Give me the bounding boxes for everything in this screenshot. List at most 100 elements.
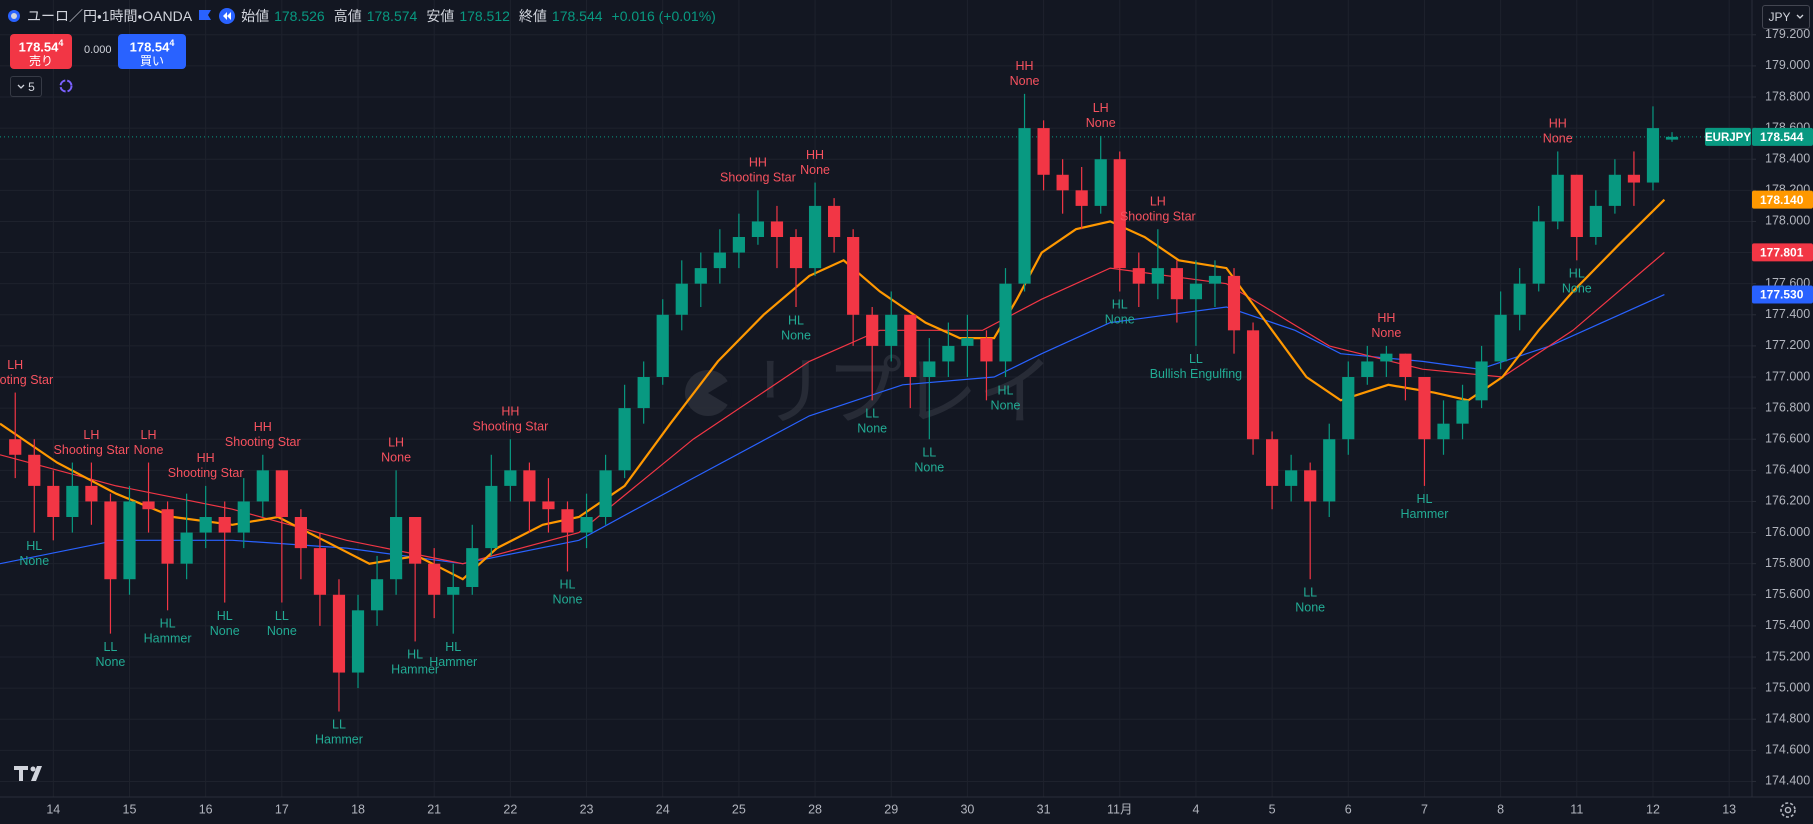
chevron-icon — [1796, 14, 1803, 19]
y-tick-label: 177.200 — [1765, 338, 1810, 352]
pattern-label: None — [267, 624, 297, 638]
x-tick-label: 5 — [1269, 802, 1276, 816]
symbol-name[interactable]: ユーロ／円・1時間・OANDA — [27, 8, 193, 24]
candle-body — [9, 439, 22, 455]
x-tick-label: 25 — [732, 802, 746, 816]
candle-body — [1437, 423, 1450, 440]
pivot-label: LH — [1150, 195, 1166, 209]
price-tag — [1752, 243, 1813, 262]
replay-icon[interactable] — [218, 7, 236, 25]
candle-body — [66, 485, 79, 517]
pivot-label: HL — [26, 539, 42, 553]
buy-price: 178.54 — [129, 39, 170, 55]
tv-logo-part — [30, 766, 36, 772]
candle-body — [1646, 128, 1660, 183]
candle-body — [1094, 159, 1107, 206]
candle-body — [104, 501, 117, 580]
candle-body — [351, 610, 365, 673]
pattern-label: Shooting Star — [720, 171, 796, 185]
candle-body — [1608, 174, 1621, 206]
pattern-label: Shooting Star — [225, 435, 301, 449]
pattern-label: None — [134, 443, 164, 457]
candle-body — [866, 314, 879, 346]
candle-body — [885, 314, 898, 346]
candle-body — [1285, 470, 1298, 486]
candle-body — [1513, 283, 1526, 315]
y-tick-label: 178.000 — [1765, 214, 1810, 228]
candle-body — [218, 517, 231, 533]
ohlc-value: 178.544 — [551, 8, 603, 24]
candle-body — [294, 517, 307, 549]
pivot-label: HL — [1569, 267, 1585, 281]
currency-button[interactable]: JPY — [1762, 5, 1810, 29]
y-tick-label: 177.400 — [1765, 307, 1810, 321]
x-tick-label: 16 — [199, 802, 213, 816]
candle-body — [789, 237, 803, 269]
flag-icon[interactable] — [197, 9, 213, 23]
candle-body — [923, 361, 936, 377]
sell-price: 178.54 — [18, 39, 59, 55]
grid-layer — [0, 0, 1752, 797]
candle-body — [1532, 221, 1545, 284]
pattern-label: Shooting Star — [168, 466, 244, 480]
sync-ring — [59, 79, 73, 93]
candle-body — [808, 205, 822, 269]
axis-layer: 174.400 174.600 174.800 175.000 175.200 175.4… — [46, 27, 1810, 816]
chevron — [1796, 14, 1803, 19]
candle-body — [542, 501, 555, 510]
candle-body — [1494, 314, 1507, 362]
y-tick-label: 176.800 — [1765, 400, 1810, 414]
pattern-label: None — [381, 451, 411, 465]
buy-pip: 4 — [169, 38, 175, 48]
candle-body — [1361, 361, 1374, 377]
candle-body — [1551, 174, 1564, 222]
candle-body — [694, 268, 707, 284]
pivot-label: LL — [332, 718, 346, 732]
settings-icon[interactable] — [1780, 802, 1796, 818]
pattern-label: Shooting Star — [0, 373, 53, 387]
ma-line — [0, 294, 1665, 565]
candle-body — [1323, 439, 1336, 502]
change-value: +0.016 (+0.01%) — [611, 8, 716, 24]
tv-logo — [14, 766, 42, 781]
y-tick-label: 176.200 — [1765, 494, 1810, 508]
candle-body — [847, 237, 860, 315]
candle-body — [1570, 174, 1583, 237]
pattern-label: None — [1562, 282, 1592, 296]
pivot-label: HH — [254, 420, 272, 434]
buy-label: 買い — [139, 54, 164, 69]
pivot-label: HH — [806, 148, 824, 162]
candle-body — [428, 563, 441, 595]
y-tick-label: 176.400 — [1765, 463, 1810, 477]
price-tag — [1752, 285, 1813, 304]
x-tick-label: 6 — [1345, 802, 1352, 816]
pivot-label: HL — [407, 648, 423, 662]
pattern-label: None — [1295, 601, 1325, 615]
pivot-label: HL — [445, 640, 461, 654]
x-tick-label: 29 — [884, 802, 898, 816]
x-tick-label: 31 — [1037, 802, 1051, 816]
candle-body — [1189, 283, 1203, 300]
pivot-label: HH — [1549, 117, 1567, 131]
pattern-label: None — [914, 461, 944, 475]
pivot-label: LH — [7, 358, 23, 372]
candle-body — [1627, 174, 1641, 183]
sync-icon[interactable] — [58, 78, 74, 94]
indicator-toggle[interactable]: 5 — [10, 76, 42, 97]
candle-body — [770, 221, 784, 237]
pattern-label: None — [1543, 132, 1573, 146]
price-tag — [1752, 127, 1813, 146]
pattern-label: Hammer — [1400, 507, 1448, 521]
pivot-label: LH — [1093, 101, 1109, 115]
sell-button[interactable]: 178.544 売り — [10, 34, 72, 69]
tv-logo-part — [14, 766, 28, 781]
pivot-label: LL — [922, 446, 936, 460]
candle-body — [256, 470, 269, 502]
pattern-label: Bullish Engulfing — [1150, 367, 1242, 381]
candle-body — [1075, 190, 1088, 206]
price-tag-label: 178.544 — [1760, 130, 1804, 144]
pivot-label: HL — [788, 313, 804, 327]
x-tick-label: 8 — [1497, 802, 1504, 816]
buy-button[interactable]: 178.544 買い — [118, 34, 186, 69]
price-tag-label: 177.530 — [1760, 288, 1804, 302]
